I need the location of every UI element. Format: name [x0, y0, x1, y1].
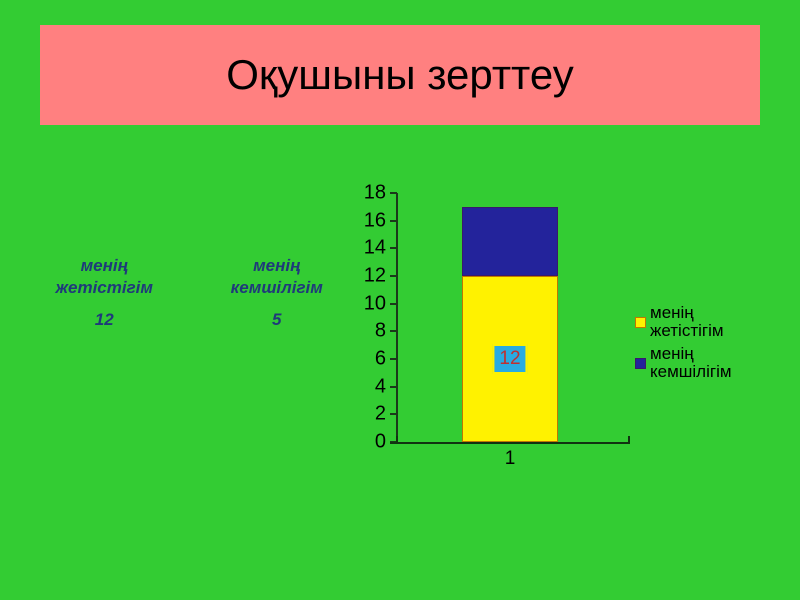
- legend-item-achievement[interactable]: менің жетістігім: [635, 303, 795, 341]
- legend-item-shortcoming[interactable]: менің кемшілігім: [635, 343, 795, 382]
- y-tick-mark: [390, 413, 397, 416]
- legend-label-achievement: менің жетістігім: [650, 303, 724, 341]
- x-axis-end-tick: [628, 436, 630, 444]
- y-tick-label: 0: [374, 430, 386, 453]
- data-table: менің жетістігім 12 менің кемшілігім 5: [18, 255, 363, 330]
- y-tick-mark: [390, 302, 397, 305]
- bar-segment-shortcoming[interactable]: [462, 206, 558, 276]
- stacked-bar-chart: 18 16 14 12 10 8 6 4 2 0 12 1: [352, 182, 792, 472]
- y-tick-label: 12: [363, 264, 386, 287]
- table-column-shortcoming: менің кемшілігім 5: [191, 255, 364, 330]
- y-tick-label: 4: [374, 375, 386, 398]
- y-tick-label: 14: [363, 236, 386, 259]
- y-tick-mark: [390, 275, 397, 277]
- table-value-achievement: 12: [94, 309, 114, 329]
- y-tick-mark: [390, 192, 397, 194]
- bar-segment-achievement[interactable]: 12: [462, 276, 558, 442]
- x-category-label: 1: [504, 448, 516, 469]
- legend-label-shortcoming: менің кемшілігім: [650, 343, 732, 382]
- x-axis-line: [390, 442, 630, 444]
- y-tick-label: 8: [374, 319, 386, 342]
- y-tick-label: 10: [363, 292, 386, 315]
- x-axis-start-tick: [396, 436, 398, 444]
- chart-legend: менің жетістігім менің кемшілігім: [635, 303, 795, 385]
- table-value-shortcoming: 5: [272, 309, 282, 329]
- y-tick-label: 18: [363, 181, 386, 204]
- chart-plot-area: 18 16 14 12 10 8 6 4 2 0 12 1: [364, 182, 670, 469]
- y-tick-mark: [390, 385, 397, 388]
- y-tick-mark: [390, 219, 397, 222]
- table-header-shortcoming: менің кемшілігім: [230, 256, 323, 297]
- y-tick-label: 16: [363, 209, 386, 232]
- y-tick-label: 6: [374, 347, 386, 370]
- page-title: Оқушыны зерттеу: [226, 51, 574, 98]
- legend-swatch-icon: [635, 357, 646, 369]
- table-column-achievement: менің жетістігім 12: [18, 255, 191, 330]
- legend-swatch-icon: [635, 316, 646, 328]
- bar-data-label: 12: [492, 344, 528, 374]
- y-tick-mark: [390, 330, 397, 333]
- bar-stack[interactable]: 12: [462, 206, 558, 442]
- title-banner: Оқушыны зерттеу: [40, 25, 760, 125]
- y-tick-label: 2: [374, 402, 386, 425]
- table-header-achievement: менің жетістігім: [55, 256, 153, 297]
- y-tick-mark: [390, 358, 397, 360]
- y-axis-line: [396, 193, 398, 442]
- y-tick-mark: [390, 247, 397, 250]
